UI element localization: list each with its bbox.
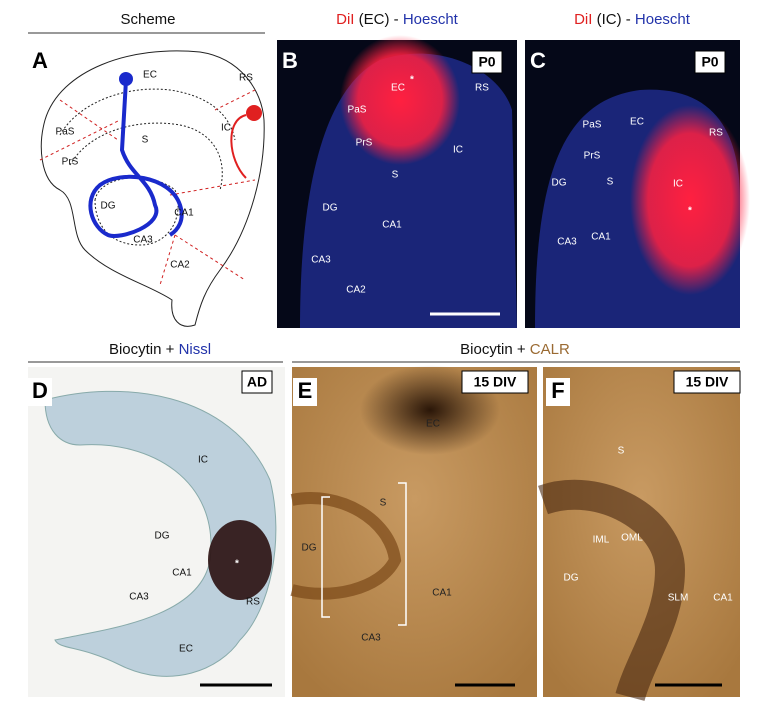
region-label: EC <box>179 644 193 655</box>
region-label: DG <box>564 573 579 584</box>
badge-box <box>241 370 273 394</box>
badge-box <box>694 50 726 74</box>
region-label: PrS <box>584 151 601 162</box>
badge: P0 <box>478 54 495 70</box>
panel-letter: E <box>298 378 313 403</box>
region-label: RS <box>709 128 723 139</box>
header-scheme: Scheme <box>120 11 175 28</box>
region-label: EC <box>143 70 157 81</box>
region-label: DG <box>101 201 116 212</box>
region-label: CA1 <box>382 220 402 231</box>
region-label: PaS <box>56 127 75 138</box>
region-label: IC <box>221 123 231 134</box>
region-label: CA3 <box>129 592 149 603</box>
badge: 15 DIV <box>474 374 517 390</box>
dye <box>630 105 750 295</box>
region-label: PaS <box>583 120 602 131</box>
region-label: S <box>392 170 399 181</box>
region-label: RS <box>475 83 489 94</box>
panel-letter: F <box>551 378 564 403</box>
cell-layer <box>290 492 402 600</box>
region-label: * <box>410 75 414 86</box>
header-ef: Biocytin + CALR <box>460 341 570 358</box>
region-label: RS <box>246 597 260 608</box>
region-label: IC <box>453 145 463 156</box>
panel-letter: D <box>32 378 48 403</box>
scheme-drawing <box>39 50 265 327</box>
region-label: * <box>235 559 239 570</box>
header-b: DiI (EC) - Hoescht <box>336 11 459 28</box>
region-label: PrS <box>62 157 79 168</box>
region-label: PaS <box>348 105 367 116</box>
region-label: CA3 <box>557 237 577 248</box>
letter-box <box>293 378 317 406</box>
region-label: IC <box>198 455 208 466</box>
region-label: S <box>380 498 387 509</box>
badge: AD <box>247 374 267 390</box>
region-label: CA1 <box>432 588 452 599</box>
region-label: CA3 <box>133 235 153 246</box>
panel-letter: B <box>282 48 298 73</box>
region-label: CA2 <box>346 285 366 296</box>
letter-box <box>546 378 570 406</box>
region-label: CA1 <box>591 232 611 243</box>
region-label: S <box>607 177 614 188</box>
region-label: DG <box>323 203 338 214</box>
region-label: CA3 <box>361 633 381 644</box>
header-c: DiI (IC) - Hoescht <box>574 11 691 28</box>
dye <box>208 520 272 600</box>
region-label: CA1 <box>713 593 733 604</box>
panel-letter: C <box>530 48 546 73</box>
region-label: PrS <box>356 138 373 149</box>
region-label: OML <box>621 533 643 544</box>
badge-box <box>471 50 503 74</box>
region-label: S <box>142 135 149 146</box>
region-label: EC <box>630 117 644 128</box>
region-label: S <box>618 446 625 457</box>
injection-ec <box>119 72 133 86</box>
arrow <box>230 114 247 179</box>
region-label: EC <box>391 83 405 94</box>
badge: P0 <box>701 54 718 70</box>
tissue <box>44 390 277 677</box>
region-label: CA2 <box>170 260 190 271</box>
region-label: DG <box>155 531 170 542</box>
header-d: Biocytin + Nissl <box>109 341 211 358</box>
region-label: IML <box>593 535 610 546</box>
badge-box <box>673 370 741 394</box>
region-label: * <box>688 206 692 217</box>
region-label: CA1 <box>172 568 192 579</box>
panel-letter: A <box>32 48 48 73</box>
region-label: EC <box>426 419 440 430</box>
region-label: DG <box>552 178 567 189</box>
region-label: IC <box>673 179 683 190</box>
badge-box <box>461 370 529 394</box>
dye <box>340 35 460 165</box>
region-label: SLM <box>668 593 689 604</box>
region-label: CA3 <box>311 255 331 266</box>
bracket <box>321 482 407 626</box>
injection-ic <box>246 105 262 121</box>
region-label: DG <box>302 543 317 554</box>
region-label: CA1 <box>174 208 194 219</box>
cell-layer <box>538 479 686 702</box>
region-label: RS <box>239 73 253 84</box>
badge: 15 DIV <box>686 374 729 390</box>
letter-box <box>28 378 52 406</box>
